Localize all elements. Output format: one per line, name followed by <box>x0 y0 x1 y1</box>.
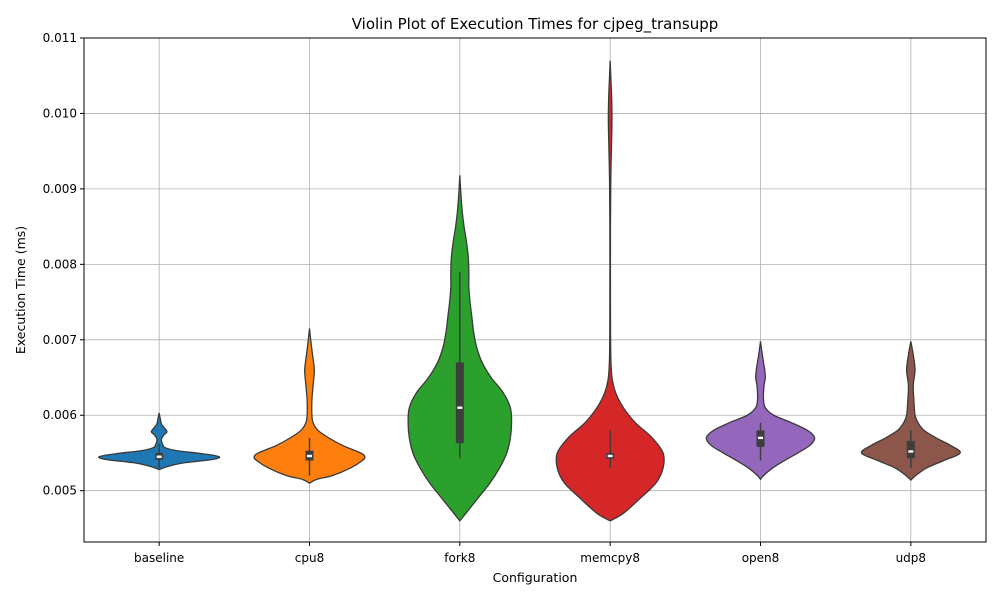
median-cpu8 <box>307 454 312 458</box>
x-tick-label: cpu8 <box>295 551 324 565</box>
violin-udp8 <box>860 341 961 482</box>
y-tick-label: 0.011 <box>43 31 77 45</box>
x-tick-label: memcpy8 <box>580 551 640 565</box>
y-axis-title: Execution Time (ms) <box>13 226 28 354</box>
median-udp8 <box>908 450 914 453</box>
y-tick-label: 0.010 <box>43 106 77 120</box>
median-fork8 <box>457 406 463 409</box>
x-axis-title: Configuration <box>493 570 578 585</box>
chart-title: Violin Plot of Execution Times for cjpeg… <box>352 15 719 34</box>
median-baseline <box>156 455 162 458</box>
violin-memcpy8 <box>555 60 665 522</box>
grid-layer <box>84 37 986 542</box>
y-tick-label: 0.009 <box>43 182 77 196</box>
iqr-box-udp8 <box>906 440 915 459</box>
y-tick-label: 0.008 <box>43 257 77 271</box>
violin-baseline <box>98 412 221 471</box>
x-tick-label: fork8 <box>444 551 475 565</box>
y-tick-label: 0.006 <box>43 408 77 422</box>
y-tick-label: 0.007 <box>43 333 77 347</box>
median-memcpy8 <box>607 454 613 458</box>
violin-open8 <box>705 341 816 481</box>
x-tick-label: baseline <box>134 551 184 565</box>
violin-cpu8 <box>253 328 366 484</box>
y-tick-label: 0.005 <box>43 484 77 498</box>
violin-layer <box>98 60 961 522</box>
axis-layer: 0.005 0.006 0.007 0.008 0.009 0.010 0.011 basel… <box>43 31 926 565</box>
iqr-box-fork8 <box>455 362 464 444</box>
plot-frame <box>83 37 987 543</box>
x-tick-label: open8 <box>742 551 780 565</box>
median-open8 <box>758 436 763 440</box>
x-tick-label: udp8 <box>896 551 926 565</box>
